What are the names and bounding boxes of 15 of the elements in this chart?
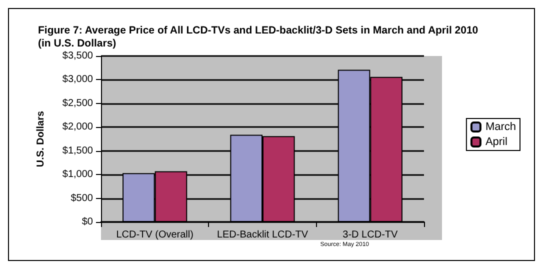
x-tick-label: LED-Backlit LCD-TV xyxy=(216,230,308,240)
legend-label: March xyxy=(485,121,516,133)
y-tick-label: $2,500 xyxy=(62,98,94,109)
y-axis-title: U.S. Dollars xyxy=(36,110,46,168)
legend-label: April xyxy=(485,136,508,148)
x-tick-label: LCD-TV (Overall) xyxy=(116,230,194,240)
y-tick-label: $1,000 xyxy=(62,169,94,180)
y-tick-label: $3,500 xyxy=(62,50,94,62)
x-tick-label: 3-D LCD-TV xyxy=(342,230,398,240)
y-tick-label: $1,500 xyxy=(62,145,94,156)
y-tick-label: $500 xyxy=(70,192,94,204)
chart-title: Figure 7: Average Price of All LCD-TVs and LED-backlit/3-D Sets in March and April 2010 (in U.S. Dollars) xyxy=(38,24,478,50)
y-tick-label: $3,000 xyxy=(62,74,94,86)
y-tick-label: $0 xyxy=(82,216,94,228)
y-tick-label: $2,000 xyxy=(62,122,94,133)
